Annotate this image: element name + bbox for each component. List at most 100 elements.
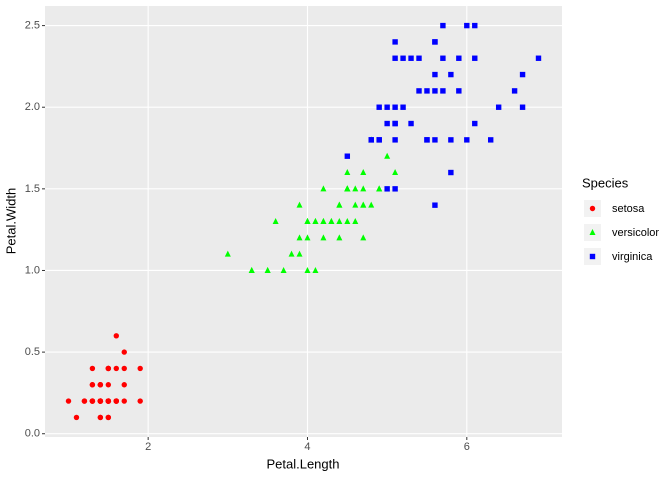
legend-marker <box>589 229 596 235</box>
y-tick-label: 2.5 <box>25 19 40 31</box>
point <box>392 120 398 127</box>
point <box>304 234 311 241</box>
point <box>360 201 367 208</box>
point <box>432 71 438 78</box>
point <box>137 365 143 372</box>
point <box>248 266 255 273</box>
legend: Species setosa versicolor virginica <box>582 175 659 265</box>
point <box>272 218 279 224</box>
point <box>121 365 127 372</box>
points <box>65 22 542 421</box>
point <box>105 382 112 388</box>
point <box>105 365 112 372</box>
point <box>73 414 80 421</box>
x-tick-label: 6 <box>464 441 470 453</box>
point <box>280 266 287 273</box>
point <box>519 71 526 78</box>
point <box>416 88 422 94</box>
point <box>416 55 422 61</box>
point <box>360 234 367 241</box>
point <box>121 349 127 355</box>
y-tick-label: 1.0 <box>25 264 40 276</box>
y-axis-title: Petal.Width <box>3 188 18 254</box>
point <box>368 137 374 143</box>
y-tick-label: 0.5 <box>25 346 40 358</box>
y-tick-label: 2.0 <box>25 101 40 113</box>
point <box>448 169 454 176</box>
point <box>137 398 143 404</box>
point <box>89 398 96 404</box>
x-axis-title: Petal.Length <box>266 456 339 471</box>
point <box>384 152 391 159</box>
legend-label: virginica <box>612 251 653 263</box>
point <box>105 398 112 404</box>
point <box>472 22 478 29</box>
point <box>464 22 470 29</box>
point <box>89 365 96 372</box>
point <box>440 88 446 94</box>
y-tick-label: 1.5 <box>25 183 40 195</box>
point <box>424 137 430 143</box>
point <box>344 185 351 192</box>
point <box>376 137 382 143</box>
point <box>392 137 398 143</box>
point <box>408 120 414 127</box>
point <box>440 55 446 61</box>
point <box>432 39 438 45</box>
point <box>89 382 96 388</box>
point <box>105 414 112 421</box>
point <box>320 185 327 192</box>
point <box>472 120 478 127</box>
point <box>81 398 88 404</box>
point <box>312 218 319 224</box>
point <box>400 55 406 61</box>
legend-label: setosa <box>612 203 645 215</box>
point <box>304 218 311 224</box>
grid <box>45 6 562 437</box>
point <box>448 71 454 78</box>
point <box>344 218 351 224</box>
point <box>288 250 295 257</box>
point <box>368 201 375 208</box>
point <box>296 250 303 257</box>
point <box>320 218 327 224</box>
point <box>352 218 359 224</box>
point <box>320 234 327 241</box>
point <box>113 365 119 372</box>
point <box>121 398 127 404</box>
point <box>352 185 359 192</box>
point <box>384 120 390 127</box>
point <box>336 234 343 241</box>
point <box>336 218 343 224</box>
point <box>456 88 462 94</box>
y-tick-label: 0.0 <box>25 428 40 440</box>
point <box>328 218 335 224</box>
point <box>392 104 398 110</box>
legend-marker <box>589 205 596 212</box>
x-tick-label: 4 <box>304 441 310 453</box>
point <box>392 55 398 61</box>
point <box>352 201 359 208</box>
point <box>113 398 119 404</box>
point <box>97 414 104 421</box>
point <box>296 201 303 208</box>
point <box>384 104 390 110</box>
point <box>472 55 478 61</box>
panel-background <box>45 6 562 437</box>
point <box>432 137 438 143</box>
point <box>360 185 367 192</box>
point <box>121 382 127 388</box>
point <box>344 153 351 159</box>
point <box>113 333 119 339</box>
point <box>264 266 271 273</box>
point <box>392 186 398 192</box>
point <box>336 201 343 208</box>
point <box>488 137 494 143</box>
point <box>456 55 462 61</box>
point <box>432 88 438 94</box>
point <box>344 169 351 176</box>
point <box>519 104 526 110</box>
point <box>97 398 104 404</box>
point <box>97 382 104 388</box>
point <box>432 202 438 208</box>
